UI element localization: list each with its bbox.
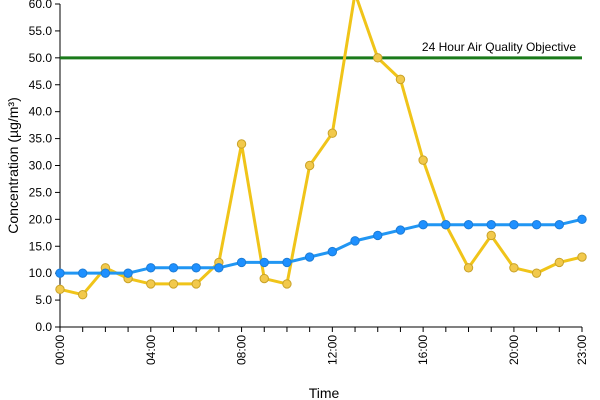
series-1-point [168, 279, 179, 289]
y-tick-label: 20.0 [29, 212, 53, 226]
series-2-point [191, 263, 201, 273]
y-tick-label: 60.0 [29, 0, 53, 11]
y-tick-label: 0.0 [35, 320, 52, 334]
series-2-point [509, 220, 519, 230]
x-tick-label: 16:00 [416, 335, 430, 365]
series-1-point [509, 263, 519, 273]
series-2-point [123, 268, 133, 278]
series-2-point [168, 263, 179, 273]
series-1-point [259, 273, 269, 284]
series-1-point [191, 279, 201, 289]
x-tick-label: 20:00 [507, 335, 521, 365]
series-1-point [531, 268, 542, 278]
series-2-point [55, 268, 65, 278]
series-2-point [554, 220, 565, 230]
series-2-point [259, 257, 269, 268]
series-1-point [327, 128, 338, 138]
series-1-point [463, 263, 474, 273]
series-1-point [418, 155, 428, 165]
y-tick-label: 25.0 [29, 185, 53, 199]
series-1-point [146, 279, 156, 289]
y-tick-label: 10.0 [29, 266, 53, 280]
x-tick-label: 00:00 [53, 335, 67, 365]
x-tick-label: 12:00 [325, 335, 339, 365]
series-2-point [395, 225, 406, 235]
series-2-point [486, 220, 496, 230]
y-tick-label: 45.0 [29, 78, 53, 92]
series-2-point [146, 263, 156, 273]
series-1-point [77, 290, 88, 300]
series-2-point [441, 220, 451, 230]
series-1-point [395, 74, 406, 85]
series-1-point [373, 53, 383, 63]
series-1-point [554, 257, 565, 268]
series-2-point [236, 257, 247, 268]
series-1-point [236, 139, 247, 149]
reference-line-label: 24 Hour Air Quality Objective [422, 40, 576, 54]
y-tick-label: 55.0 [29, 24, 53, 38]
series-group [55, 0, 587, 300]
series-2-point [418, 220, 428, 230]
series-2-line [60, 217, 583, 275]
series-1-point [486, 230, 496, 241]
y-tick-label: 5.0 [35, 293, 52, 307]
series-2-point [577, 214, 587, 225]
series-2-point [100, 268, 111, 278]
series-1-point [304, 160, 315, 171]
y-tick-label: 35.0 [29, 132, 53, 146]
series-1-point [55, 284, 65, 295]
y-axis-title: Concentration (µg/m³) [5, 97, 21, 233]
y-tick-label: 40.0 [29, 105, 53, 119]
series-2-point [350, 236, 360, 246]
x-tick-label: 04:00 [144, 335, 158, 365]
y-tick-label: 30.0 [29, 159, 53, 173]
series-2-point [327, 246, 338, 257]
y-axis-ticks: 0.0 5.0 10.0 15.0 20.0 25.0 30.0 35.0 40.0 45.0 50… [29, 0, 60, 334]
x-axis-title: Time [309, 385, 340, 400]
series-2-point [282, 257, 292, 268]
series-2-point [463, 220, 474, 230]
y-tick-label: 50.0 [29, 51, 53, 65]
series-2-point [214, 263, 224, 273]
series-2 [55, 214, 587, 278]
y-tick-label: 15.0 [29, 239, 53, 253]
series-1-point [282, 279, 292, 289]
series-2-point [77, 268, 88, 278]
x-tick-label: 08:00 [235, 335, 249, 365]
series-1-point [577, 252, 587, 262]
x-tick-label: 23:00 [575, 335, 589, 365]
x-axis-ticks: 00:00 04:00 08:00 12:00 16:00 20:00 23:00 [53, 327, 589, 365]
series-2-point [373, 230, 383, 241]
series-2-point [531, 220, 542, 230]
series-2-point [304, 252, 315, 262]
